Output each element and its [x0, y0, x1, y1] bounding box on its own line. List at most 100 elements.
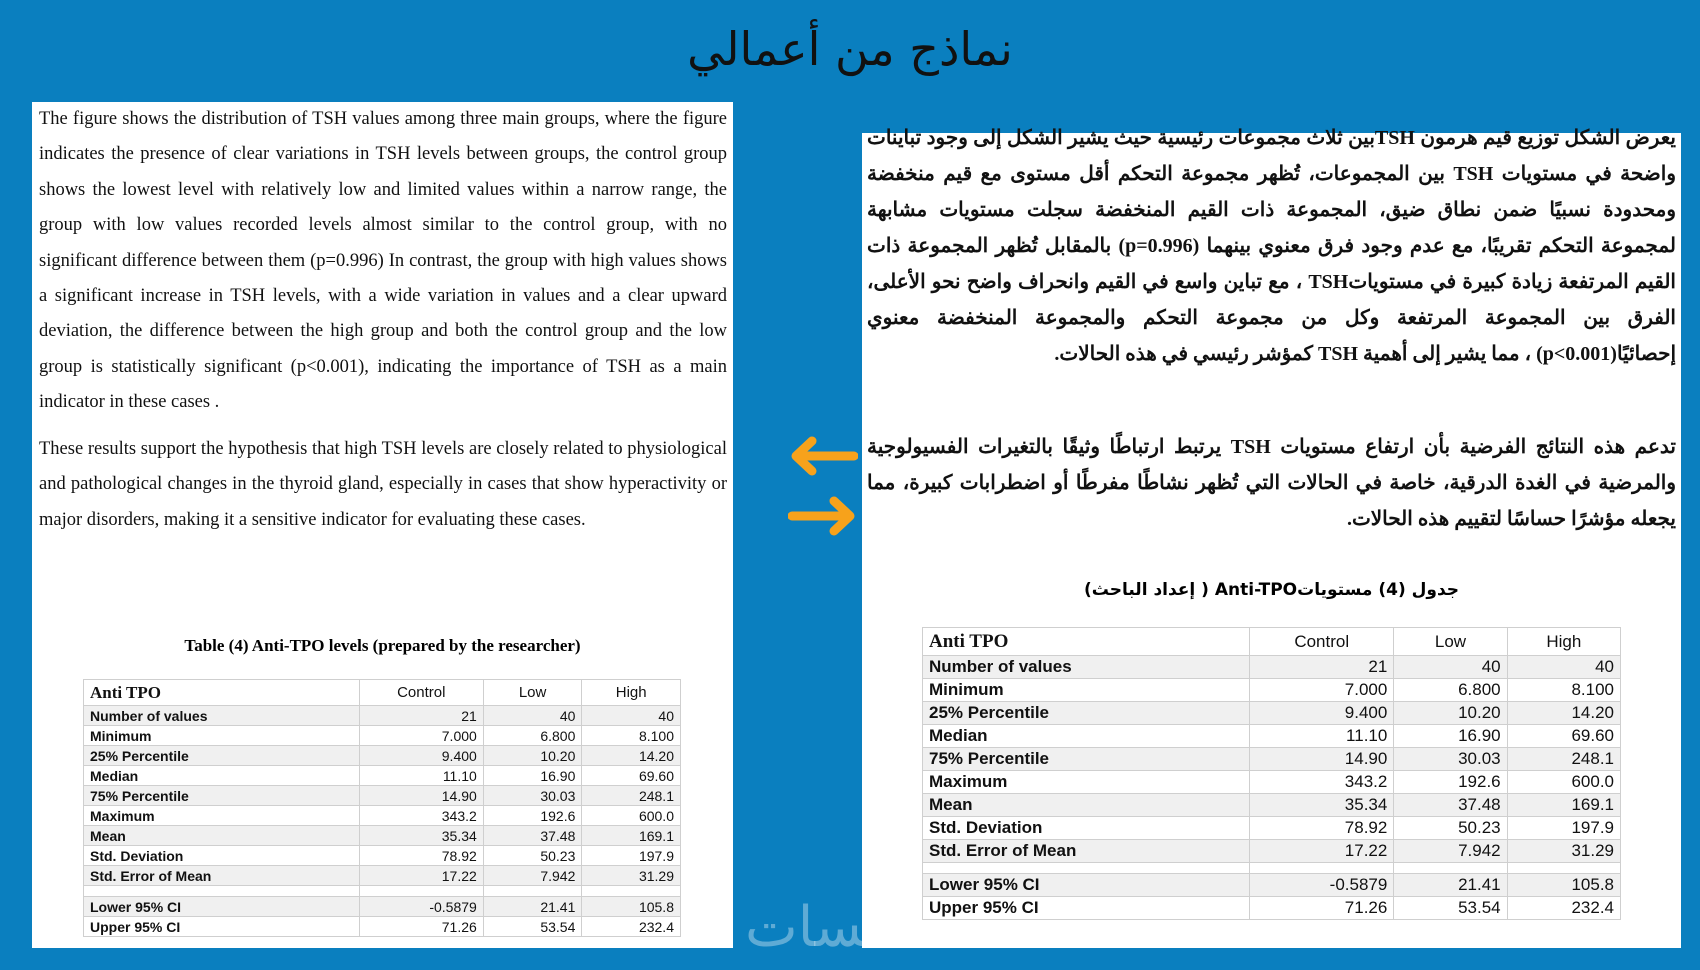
cell-value: 35.34 — [358, 825, 484, 846]
cell-value: 105.8 — [581, 896, 681, 917]
cell-value: 40 — [1393, 655, 1508, 679]
row-label: Number of values — [83, 705, 360, 726]
table-row: 75% Percentile 14.90 30.03 248.1 — [83, 785, 681, 806]
row-label: 25% Percentile — [921, 701, 1251, 725]
cell-value: 8.100 — [1506, 678, 1622, 702]
cell-value: 21.41 — [482, 896, 583, 917]
watermark-logo: خمسات — [745, 895, 932, 960]
row-label: 25% Percentile — [83, 745, 360, 766]
cell-value: 31.29 — [581, 865, 681, 886]
cell-value: 40 — [581, 705, 681, 726]
cell-value — [1506, 862, 1622, 874]
cell-value: 7.000 — [358, 725, 484, 746]
row-label: Upper 95% CI — [921, 896, 1251, 920]
cell-value: 21 — [358, 705, 484, 726]
table-row — [83, 885, 681, 897]
cell-value: 169.1 — [1506, 793, 1622, 817]
table-row: Upper 95% CI 71.26 53.54 232.4 — [83, 916, 681, 937]
row-label — [83, 885, 360, 897]
cell-value: 14.90 — [358, 785, 484, 806]
column-header: Low — [482, 679, 583, 706]
column-header: Anti TPO — [921, 627, 1251, 656]
cell-value: 21 — [1249, 655, 1395, 679]
english-table-title: Table (4) Anti-TPO levels (prepared by t… — [184, 636, 581, 655]
row-label: Maximum — [83, 805, 360, 826]
cell-value: 40 — [482, 705, 583, 726]
table-row: Lower 95% CI -0.5879 21.41 105.8 — [921, 873, 1622, 897]
cell-value: 6.800 — [482, 725, 583, 746]
cell-value: 69.60 — [1506, 724, 1622, 748]
cell-value: 17.22 — [358, 865, 484, 886]
column-header: Control — [358, 679, 484, 706]
cell-value: 30.03 — [1393, 747, 1508, 771]
row-label: Lower 95% CI — [921, 873, 1251, 897]
cell-value: 232.4 — [1506, 896, 1622, 920]
cell-value: 197.9 — [581, 845, 681, 866]
row-label — [921, 862, 1251, 874]
column-header: High — [1506, 627, 1622, 656]
table-row: Minimum 7.000 6.800 8.100 — [83, 725, 681, 746]
cell-value: 14.20 — [1506, 701, 1622, 725]
row-label: 75% Percentile — [921, 747, 1251, 771]
english-table: Anti TPO Control Low High Number of values 21… — [83, 679, 681, 937]
table-row: Mean 35.34 37.48 169.1 — [83, 825, 681, 846]
table-row: Number of values 21 40 40 — [83, 705, 681, 726]
row-label: Std. Deviation — [921, 816, 1251, 840]
table-row — [921, 862, 1622, 874]
cell-value: 248.1 — [1506, 747, 1622, 771]
cell-value: 6.800 — [1393, 678, 1508, 702]
cell-value: 105.8 — [1506, 873, 1622, 897]
cell-value: 197.9 — [1506, 816, 1622, 840]
cell-value: 7.942 — [482, 865, 583, 886]
cell-value: 71.26 — [1249, 896, 1395, 920]
cell-value: 600.0 — [581, 805, 681, 826]
arabic-panel: يعرض الشكل توزيع قيم هرمون TSHبين ثلاث م… — [862, 127, 1681, 948]
column-header: Anti TPO — [83, 679, 360, 706]
cell-value — [358, 885, 484, 897]
cell-value: -0.5879 — [358, 896, 484, 917]
table-header-row: Anti TPO Control Low High — [921, 627, 1622, 656]
table-row: Std. Error of Mean 17.22 7.942 31.29 — [83, 865, 681, 886]
cell-value: 16.90 — [1393, 724, 1508, 748]
cell-value — [482, 885, 583, 897]
cell-value: 40 — [1506, 655, 1622, 679]
row-label: Upper 95% CI — [83, 916, 360, 937]
table-row: Median 11.10 16.90 69.60 — [921, 724, 1622, 748]
cell-value: 11.10 — [1249, 724, 1395, 748]
cell-value: 14.90 — [1249, 747, 1395, 771]
table-row: Median 11.10 16.90 69.60 — [83, 765, 681, 786]
row-label: Minimum — [921, 678, 1251, 702]
row-label: Median — [83, 765, 360, 786]
table-row: Std. Deviation 78.92 50.23 197.9 — [921, 816, 1622, 840]
cell-value: 31.29 — [1506, 839, 1622, 863]
table-row: Mean 35.34 37.48 169.1 — [921, 793, 1622, 817]
row-label: Lower 95% CI — [83, 896, 360, 917]
table-row: Number of values 21 40 40 — [921, 655, 1622, 679]
cell-value: 71.26 — [358, 916, 484, 937]
cell-value: 7.000 — [1249, 678, 1395, 702]
cell-value: 192.6 — [482, 805, 583, 826]
arabic-paragraph-1: يعرض الشكل توزيع قيم هرمون TSHبين ثلاث م… — [867, 127, 1676, 365]
cell-value: 50.23 — [1393, 816, 1508, 840]
cell-value: 7.942 — [1393, 839, 1508, 863]
table-row: Maximum 343.2 192.6 600.0 — [83, 805, 681, 826]
row-label: Median — [921, 724, 1251, 748]
table-row: Lower 95% CI -0.5879 21.41 105.8 — [83, 896, 681, 917]
cell-value: 69.60 — [581, 765, 681, 786]
cell-value: 10.20 — [1393, 701, 1508, 725]
table-row: Std. Deviation 78.92 50.23 197.9 — [83, 845, 681, 866]
cell-value: 17.22 — [1249, 839, 1395, 863]
arabic-table: Anti TPO Control Low High Number of values 21… — [921, 627, 1622, 920]
cell-value — [1393, 862, 1508, 874]
table-row: 25% Percentile 9.400 10.20 14.20 — [921, 701, 1622, 725]
cell-value: 37.48 — [482, 825, 583, 846]
row-label: Minimum — [83, 725, 360, 746]
cell-value: 16.90 — [482, 765, 583, 786]
english-panel: The figure shows the distribution of TSH… — [32, 102, 733, 948]
cell-value: 8.100 — [581, 725, 681, 746]
arabic-table-title: جدول (4) مستوياتAnti-TPO ( إعداد الباحث) — [1083, 580, 1460, 600]
table-row: 75% Percentile 14.90 30.03 248.1 — [921, 747, 1622, 771]
cell-value: 343.2 — [358, 805, 484, 826]
column-header: Control — [1249, 627, 1395, 656]
cell-value: 11.10 — [358, 765, 484, 786]
